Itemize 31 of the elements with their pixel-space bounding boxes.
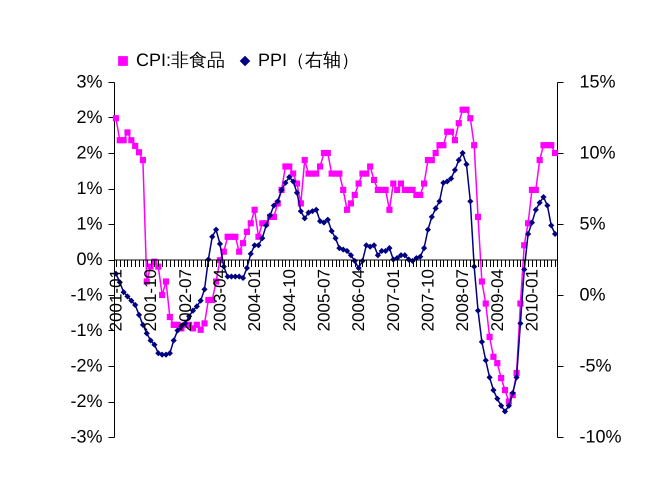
- y-tick-label: -1%: [70, 320, 102, 340]
- y2-tick-label: 10%: [580, 142, 616, 162]
- x-tick-label: 2004-01: [245, 269, 264, 332]
- x-tick-label: 2001-10: [141, 269, 160, 332]
- y2-tick-label: 0%: [580, 284, 606, 304]
- x-tick-label: 2010-01: [522, 269, 542, 332]
- y-tick-label: -3%: [70, 426, 102, 446]
- y-tick-label: 0%: [76, 249, 102, 269]
- y2-tick-label: 5%: [580, 214, 606, 234]
- y2-tick-label: 15%: [580, 72, 616, 92]
- legend-label: CPI:非食品: [136, 50, 226, 70]
- legend-label: PPI（右轴）: [258, 50, 360, 70]
- x-tick-label: 2004-10: [280, 269, 299, 332]
- x-tick-label: 2002-07: [176, 269, 195, 332]
- x-tick-label: 2006-04: [349, 269, 368, 332]
- y-tick-label: -2%: [70, 391, 102, 411]
- y-tick-label: 2%: [76, 107, 102, 127]
- y-tick-label: 1%: [76, 178, 102, 198]
- y-tick-label: -1%: [70, 284, 102, 304]
- x-tick-label: 2007-01: [384, 269, 403, 332]
- x-tick-label: 2007-10: [418, 269, 438, 332]
- x-tick-label: 2008-07: [453, 269, 472, 332]
- x-tick-label: 2003-04: [210, 269, 230, 332]
- y-tick-label: 1%: [76, 214, 102, 234]
- y2-tick-label: -5%: [580, 356, 612, 376]
- y-tick-label: 2%: [76, 142, 102, 162]
- y-tick-label: 3%: [76, 72, 102, 92]
- y-tick-label: -2%: [70, 356, 102, 376]
- y2-tick-label: -10%: [580, 426, 622, 446]
- x-tick-label: 2005-07: [314, 269, 334, 332]
- x-tick-label: 2009-04: [488, 269, 507, 332]
